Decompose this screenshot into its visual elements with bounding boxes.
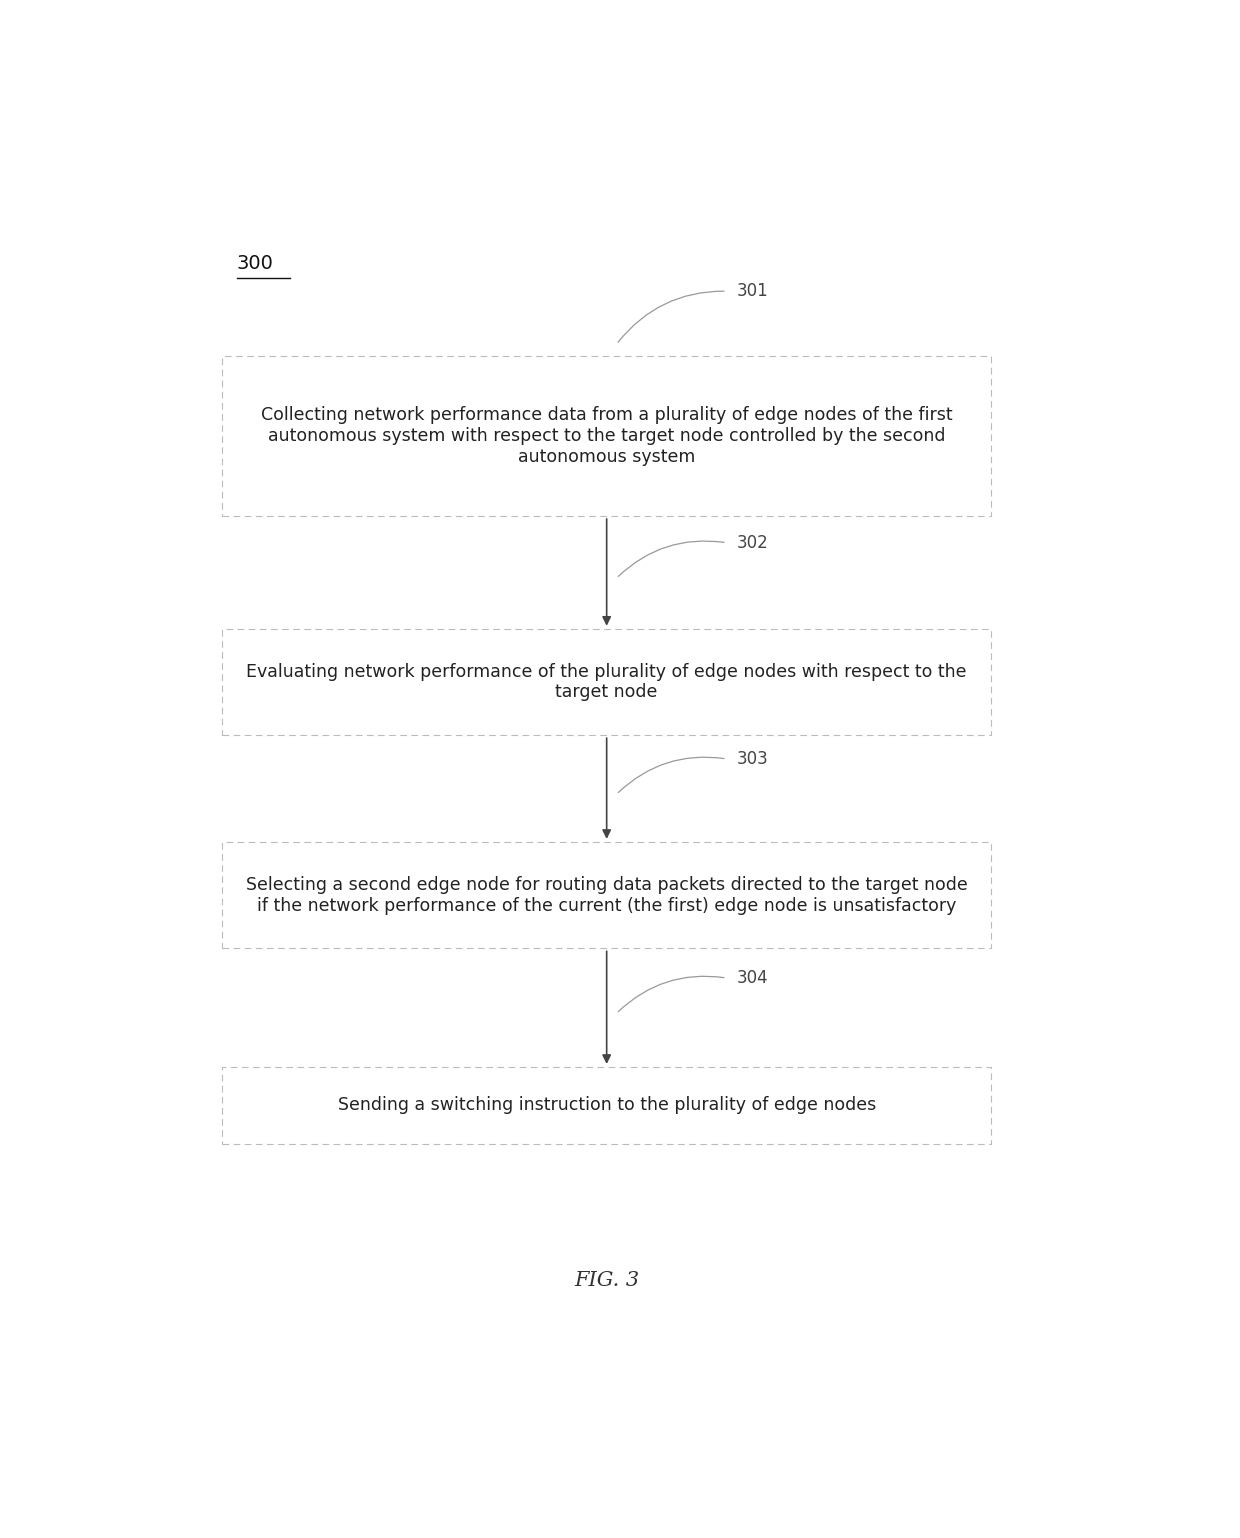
Bar <box>222 841 991 949</box>
Text: Evaluating network performance of the plurality of edge nodes with respect to th: Evaluating network performance of the pl… <box>247 663 967 701</box>
Text: Selecting a second edge node for routing data packets directed to the target nod: Selecting a second edge node for routing… <box>246 875 967 915</box>
Text: 301: 301 <box>737 281 768 300</box>
Bar <box>222 357 991 517</box>
Bar <box>222 629 991 735</box>
Text: Collecting network performance data from a plurality of edge nodes of the first
: Collecting network performance data from… <box>260 406 952 466</box>
Text: 302: 302 <box>737 534 768 552</box>
Text: 304: 304 <box>737 969 768 987</box>
Text: 300: 300 <box>237 254 274 274</box>
Text: Sending a switching instruction to the plurality of edge nodes: Sending a switching instruction to the p… <box>337 1097 875 1115</box>
Text: 303: 303 <box>737 751 768 767</box>
Text: FIG. 3: FIG. 3 <box>574 1270 640 1289</box>
Bar <box>222 1067 991 1144</box>
